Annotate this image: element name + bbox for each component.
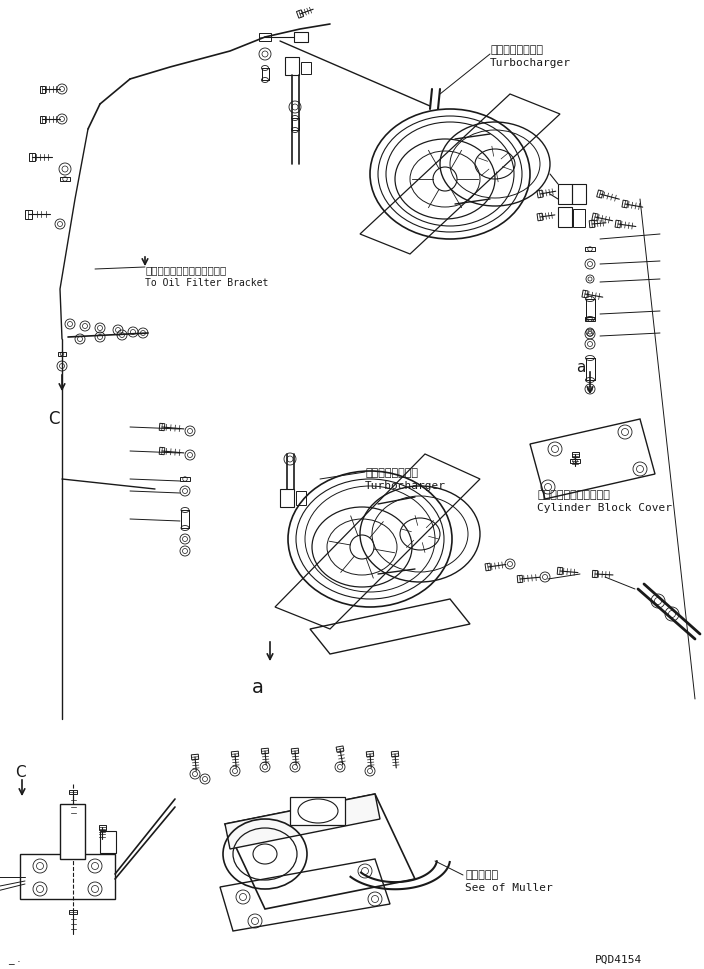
Bar (573, 209, 585, 228)
Bar (558, 207, 572, 228)
Bar (290, 797, 345, 826)
Polygon shape (225, 795, 380, 849)
Bar (558, 185, 572, 204)
Text: PQD4154: PQD4154 (595, 954, 642, 964)
Text: a: a (252, 677, 264, 697)
Bar (100, 831, 116, 853)
Bar (69, 910, 77, 914)
Text: C: C (15, 765, 25, 779)
Bar (586, 299, 594, 320)
Bar (261, 69, 268, 81)
Text: Cylinder Block Cover: Cylinder Block Cover (537, 503, 672, 513)
Text: _ .: _ . (8, 954, 20, 964)
Text: ターボチャージャ: ターボチャージャ (365, 467, 418, 478)
Text: To Oil Filter Bracket: To Oil Filter Bracket (145, 278, 268, 288)
Text: a: a (576, 359, 585, 375)
Polygon shape (225, 795, 415, 909)
Bar (280, 489, 294, 508)
Text: マフラ参照: マフラ参照 (465, 869, 498, 879)
Text: ターボチャージャ: ターボチャージャ (490, 45, 543, 55)
Bar (69, 790, 77, 795)
Bar (301, 63, 311, 75)
Bar (296, 491, 306, 506)
Bar (181, 511, 189, 528)
Polygon shape (60, 804, 85, 860)
Bar (294, 33, 308, 43)
Bar (259, 34, 271, 42)
Text: オイルフィルタブラケットへ: オイルフィルタブラケットへ (145, 265, 226, 275)
Bar (285, 58, 299, 76)
Text: See of Muller: See of Muller (465, 882, 553, 892)
Text: C: C (48, 410, 60, 427)
Bar (291, 119, 298, 131)
Text: シリンダブロックカバー: シリンダブロックカバー (537, 489, 610, 499)
Text: Turbocharger: Turbocharger (490, 58, 571, 68)
Bar (572, 185, 586, 204)
Bar (586, 359, 594, 381)
Text: Turbocharger: Turbocharger (365, 481, 446, 490)
